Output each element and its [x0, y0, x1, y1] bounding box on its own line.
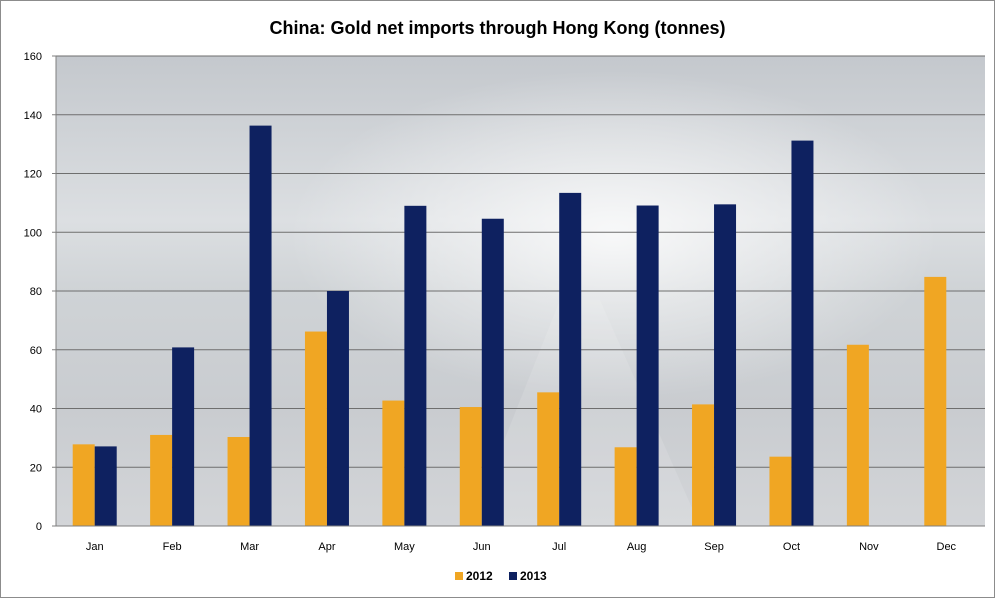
- x-tick-label: Feb: [163, 541, 182, 553]
- bar-2013-aug: [636, 205, 659, 527]
- x-tick-label: Sep: [704, 541, 724, 553]
- bar-2012-nov: [846, 344, 869, 526]
- y-tick-label: 80: [30, 286, 42, 298]
- y-tick-label: 100: [24, 227, 42, 239]
- bar-2013-oct: [791, 140, 814, 526]
- bar-2012-jun: [459, 407, 482, 526]
- legend-swatch-2012: [455, 572, 463, 580]
- x-tick-label: Nov: [859, 541, 879, 553]
- x-tick-label: Jun: [473, 541, 491, 553]
- y-tick-label: 120: [24, 169, 42, 181]
- x-tick-label: Mar: [240, 541, 259, 553]
- legend-label-2012: 2012: [466, 569, 493, 583]
- x-tick-label: Dec: [937, 541, 957, 553]
- bar-2013-feb: [172, 347, 195, 526]
- y-tick-label: 140: [24, 110, 42, 122]
- bar-2012-aug: [614, 447, 637, 526]
- bar-2012-dec: [924, 276, 947, 526]
- bar-2012-jul: [537, 392, 560, 526]
- legend-label-2013: 2013: [520, 569, 547, 583]
- x-tick-label: Oct: [783, 541, 800, 553]
- bar-2013-jul: [559, 192, 582, 526]
- y-tick-label: 0: [36, 521, 42, 533]
- bar-2013-jan: [94, 446, 117, 526]
- legend-swatch-2013: [509, 572, 517, 580]
- bar-2013-apr: [326, 291, 349, 526]
- y-tick-label: 160: [24, 51, 42, 63]
- bar-2012-sep: [692, 404, 715, 526]
- x-tick-label: Jan: [86, 541, 104, 553]
- x-tick-label: Aug: [627, 541, 647, 553]
- y-tick-label: 20: [30, 462, 42, 474]
- bar-2013-jun: [481, 218, 504, 527]
- bar-2012-feb: [150, 434, 173, 526]
- bar-2012-may: [382, 400, 405, 526]
- bar-2012-apr: [304, 331, 327, 526]
- y-tick-label: 60: [30, 345, 42, 357]
- x-tick-label: May: [394, 541, 415, 553]
- y-tick-label: 40: [30, 404, 42, 416]
- bar-2013-mar: [249, 125, 272, 527]
- bar-2012-mar: [227, 436, 250, 526]
- bar-2013-may: [404, 205, 427, 526]
- x-tick-label: Jul: [552, 541, 566, 553]
- bar-2012-jan: [72, 444, 95, 526]
- bar-2013-sep: [714, 204, 737, 526]
- chart-title: China: Gold net imports through Hong Kon…: [269, 18, 726, 38]
- x-tick-label: Apr: [318, 541, 335, 553]
- bar-2012-oct: [769, 456, 792, 526]
